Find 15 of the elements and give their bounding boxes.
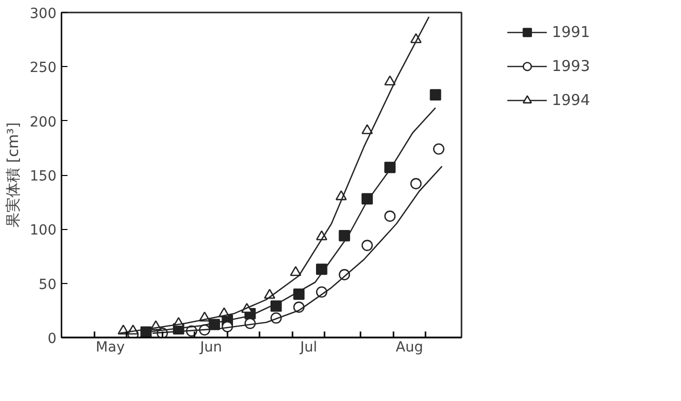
legend-label: 1994: [552, 91, 590, 109]
y-tick-label: 300: [30, 6, 57, 22]
y-tick-label: 0: [48, 331, 57, 347]
y-tick-label: 200: [30, 114, 57, 130]
y-tick-label: 250: [30, 60, 57, 76]
legend-label: 1993: [552, 57, 590, 75]
y-axis-title: 果実体積 [cm³]: [4, 122, 22, 228]
x-tick-label: Jun: [199, 340, 222, 356]
x-tick-label: Jul: [299, 340, 318, 356]
y-tick-label: 150: [30, 168, 57, 184]
y-tick-label: 50: [38, 276, 57, 293]
y-tick-label: 100: [30, 222, 57, 239]
x-tick-label: May: [96, 340, 125, 356]
x-tick-label: Aug: [396, 340, 424, 356]
legend-label: 1991: [552, 23, 590, 41]
